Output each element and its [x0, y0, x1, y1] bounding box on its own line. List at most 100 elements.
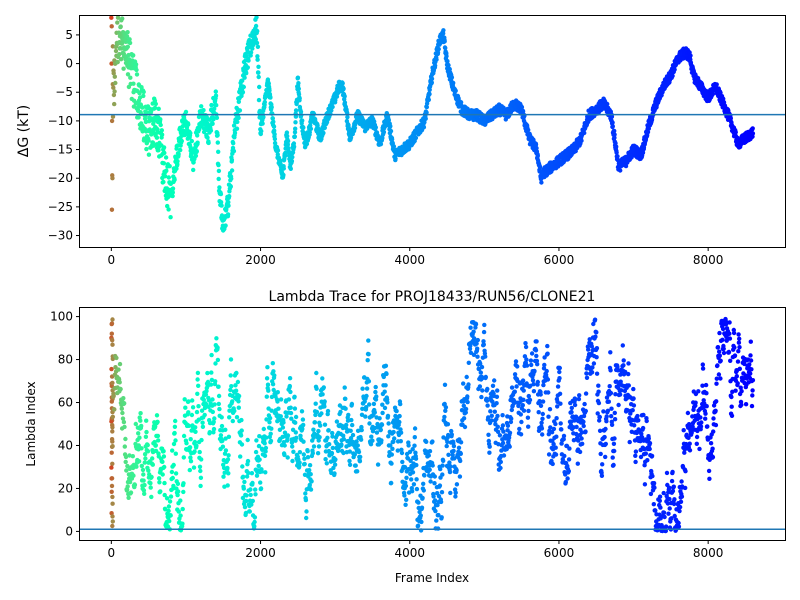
top-data-point: [293, 120, 298, 125]
bottom-data-point: [308, 472, 313, 477]
bottom-data-point: [414, 486, 420, 492]
top-data-point: [162, 150, 167, 156]
bottom-data-point: [627, 439, 632, 445]
top-data-point: [672, 67, 677, 72]
top-data-point: [275, 148, 281, 153]
bottom-data-point: [391, 429, 396, 435]
top-data-point: [534, 145, 539, 151]
top-data-point: [113, 80, 118, 86]
bottom-data-point: [333, 457, 338, 462]
bottom-data-point: [421, 488, 426, 493]
bottom-data-point: [520, 378, 526, 383]
bottom-data-point: [335, 448, 341, 454]
bottom-data-point: [325, 435, 330, 440]
bottom-data-point: [344, 422, 349, 428]
bottom-data-point: [671, 501, 677, 507]
bottom-data-point: [500, 423, 506, 428]
bottom-data-point: [354, 439, 359, 444]
bottom-data-point: [300, 417, 306, 422]
bottom-data-point: [696, 389, 701, 394]
bottom-data-point: [173, 471, 179, 476]
bottom-data-point: [546, 452, 552, 457]
bottom-data-point: [456, 445, 462, 450]
bottom-data-point: [699, 420, 704, 425]
bottom-data-point: [453, 494, 458, 499]
bottom-data-point: [153, 443, 158, 448]
top-data-point: [290, 154, 295, 160]
bottom-data-point: [465, 394, 470, 399]
bottom-data-point: [334, 419, 340, 424]
bottom-data-point: [530, 378, 536, 383]
bottom-data-point: [672, 497, 677, 502]
bottom-data-point: [270, 361, 275, 366]
bottom-data-point: [717, 349, 722, 354]
bottom-data-point: [492, 378, 497, 383]
bottom-data-point: [202, 412, 207, 418]
bottom-data-point: [219, 423, 225, 429]
bottom-data-point: [518, 412, 523, 417]
top-data-point: [373, 125, 378, 130]
bottom-data-point: [188, 437, 193, 442]
top-data-point: [340, 81, 345, 86]
bottom-data-point: [355, 443, 360, 448]
bottom-data-point: [284, 414, 289, 419]
bottom-data-point: [523, 341, 528, 346]
bottom-data-point: [525, 415, 531, 420]
bottom-data-point: [446, 452, 451, 457]
top-data-point: [110, 176, 115, 181]
bottom-data-point: [643, 451, 648, 456]
bottom-data-point: [612, 448, 617, 454]
bottom-data-point: [581, 423, 586, 429]
bottom-data-point: [679, 494, 685, 499]
bottom-data-point: [584, 375, 590, 380]
top-data-point: [269, 105, 274, 110]
bottom-data-point: [242, 504, 248, 510]
bottom-data-point: [338, 409, 343, 415]
bottom-data-point: [444, 443, 449, 449]
bottom-data-point: [307, 468, 312, 473]
bottom-data-point: [509, 385, 515, 390]
bottom-data-point: [268, 438, 274, 444]
top-data-point: [255, 54, 260, 59]
bottom-data-point: [667, 506, 672, 511]
bottom-data-point: [136, 431, 141, 436]
bottom-data-point: [458, 451, 463, 456]
top-data-point: [115, 15, 121, 20]
bottom-data-point: [716, 372, 722, 377]
top-data-point: [149, 132, 154, 137]
bottom-data-point: [528, 358, 534, 363]
bottom-data-point: [242, 479, 247, 485]
top-data-point: [443, 45, 448, 51]
top-data-point: [231, 148, 237, 154]
bottom-data-point: [553, 421, 558, 427]
bottom-data-point: [155, 433, 161, 439]
bottom-data-point: [500, 440, 506, 446]
bottom-data-point: [539, 420, 544, 425]
top-data-point: [219, 203, 224, 208]
bottom-data-point: [365, 358, 370, 363]
bottom-data-point: [711, 429, 716, 434]
bottom-data-point: [220, 444, 226, 449]
bottom-data-point: [621, 358, 626, 363]
bottom-data-point: [119, 406, 125, 411]
bottom-data-point: [569, 409, 574, 415]
bottom-data-point: [520, 403, 525, 408]
bottom-data-point: [359, 427, 364, 433]
bottom-data-point: [710, 446, 715, 451]
bottom-data-point: [162, 464, 167, 470]
x-tick-label: 0: [108, 253, 116, 267]
top-data-point: [256, 74, 261, 80]
bottom-data-point: [412, 435, 417, 440]
bottom-data-point: [720, 337, 725, 342]
top-data-point: [244, 71, 249, 76]
top-data-point: [167, 164, 172, 169]
top-data-point: [255, 57, 260, 62]
top-data-point: [341, 86, 346, 91]
top-data-point: [247, 37, 252, 43]
bottom-data-point: [123, 436, 128, 442]
bottom-data-point: [215, 357, 221, 363]
bottom-data-point: [382, 389, 387, 394]
bottom-data-point: [150, 456, 155, 461]
bottom-data-point: [558, 421, 563, 426]
